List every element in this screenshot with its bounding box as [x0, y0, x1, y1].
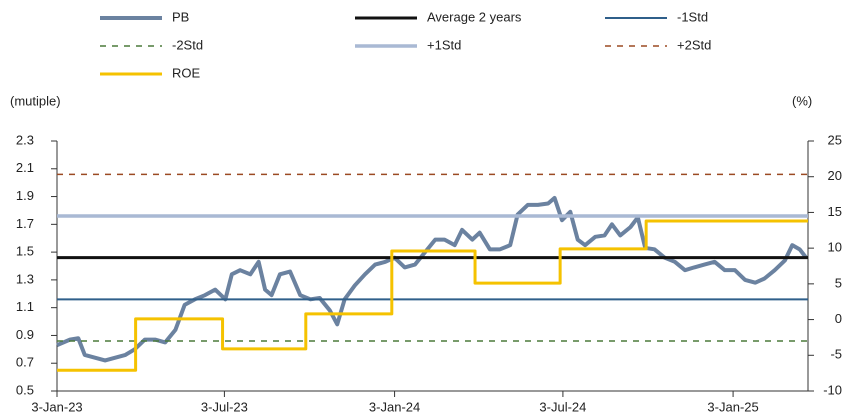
data-line: [56, 195, 808, 363]
x-tick-label: 3-Jul-23: [201, 399, 248, 414]
y-tick-label: 0.5: [16, 382, 34, 397]
x-tick-label: 3-Jul-24: [539, 399, 586, 414]
y-tick-label: 1.7: [16, 216, 34, 231]
y-tick-label: 0.9: [16, 327, 34, 342]
y-tick-label: 1.9: [16, 188, 34, 203]
y2-axis-label: (%): [792, 93, 812, 108]
y-tick-label: 0.7: [16, 355, 34, 370]
legend-label: -2Std: [172, 37, 203, 52]
x-tick-label: 3-Jan-24: [369, 399, 420, 414]
y2-tick-label: -10: [823, 382, 842, 397]
legend-label: Average 2 years: [427, 9, 522, 24]
legend-label: -1Std: [677, 9, 708, 24]
data-line: [57, 219, 808, 372]
y2-tick-label: 20: [828, 168, 842, 183]
x-tick-label: 3-Jan-23: [31, 399, 82, 414]
y-tick-label: 1.1: [16, 299, 34, 314]
y2-tick-label: 25: [828, 132, 842, 147]
y2-tick-label: 0: [835, 311, 842, 326]
y-tick-label: 1.3: [16, 271, 34, 286]
legend-label: +1Std: [427, 37, 461, 52]
y2-tick-label: -5: [830, 347, 842, 362]
legend-label: ROE: [172, 65, 201, 80]
y-tick-label: 2.1: [16, 160, 34, 175]
y2-tick-label: 10: [828, 240, 842, 255]
y2-tick-label: 15: [828, 204, 842, 219]
legend-label: PB: [172, 9, 189, 24]
y-axis-label: (mutiple): [10, 93, 61, 108]
y-tick-label: 2.3: [16, 132, 34, 147]
y2-tick-label: 5: [835, 275, 842, 290]
legend-label: +2Std: [677, 37, 711, 52]
y-tick-label: 1.5: [16, 244, 34, 259]
x-tick-label: 3-Jan-25: [707, 399, 758, 414]
